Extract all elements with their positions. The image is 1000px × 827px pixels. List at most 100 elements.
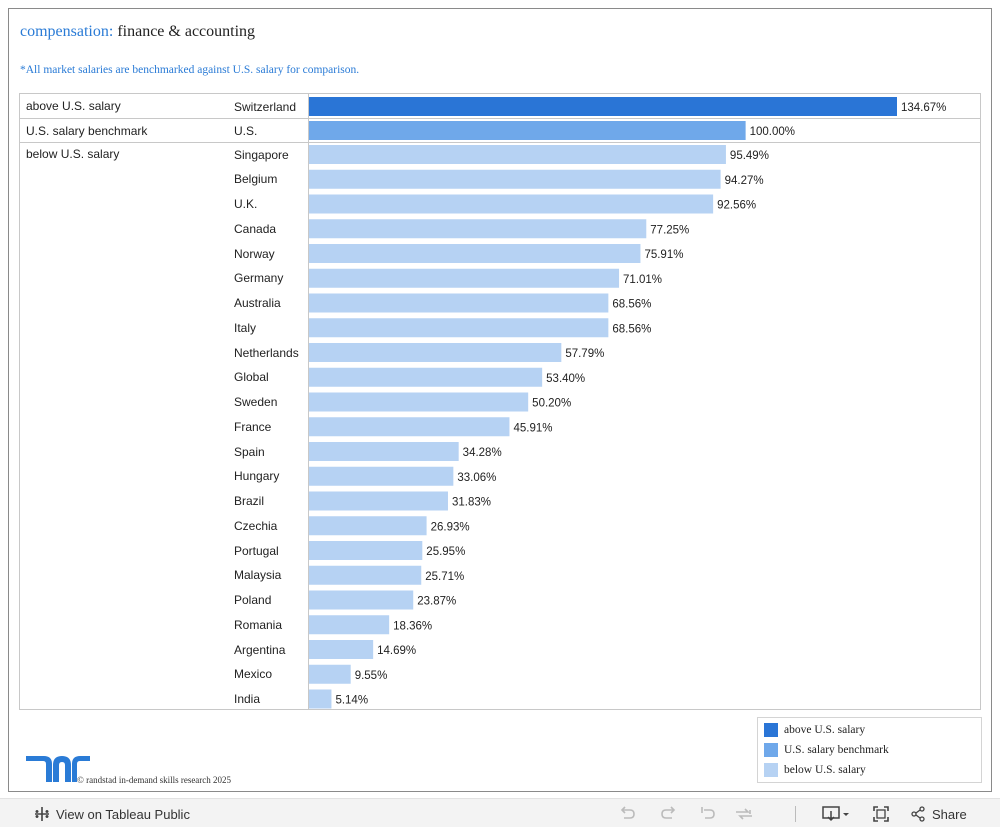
country-label: U.K. [234,197,258,211]
group-label-above: above U.S. salary [26,99,121,113]
share-label: Share [932,806,967,822]
bar-brazil[interactable] [309,491,448,511]
bar-canada[interactable] [309,219,647,239]
group-label-below: below U.S. salary [26,147,120,161]
bar-value-label: 94.27% [725,175,764,187]
country-label: Romania [234,617,283,632]
country-label: Czechia [234,518,278,533]
bar-mexico[interactable] [309,664,351,684]
country-label: Germany [234,271,284,286]
country-label: Mexico [234,667,273,682]
refresh-icon[interactable] [733,803,755,825]
country-label: Brazil [234,494,265,508]
country-label: Netherlands [234,345,299,360]
bar-value-label: 18.36% [393,620,432,632]
bar-value-label: 53.40% [546,373,585,385]
legend-swatch [764,763,778,777]
fullscreen-icon[interactable] [870,803,892,825]
bar-value-label: 100.00% [750,126,795,138]
country-label: Argentina [234,642,286,657]
bar-france[interactable] [309,417,510,437]
undo-icon[interactable] [617,803,639,825]
bar-value-label: 77.25% [650,224,689,236]
bar-global[interactable] [309,367,543,387]
country-label: Belgium [234,172,278,187]
bar-u-k[interactable] [309,194,714,214]
bar-argentina[interactable] [309,640,374,659]
bar-value-label: 31.83% [452,497,491,509]
bar-belgium[interactable] [309,169,721,189]
bar-australia[interactable] [309,293,609,313]
country-label: Canada [234,221,277,236]
tableau-logo-icon [35,807,49,821]
redo-icon[interactable] [657,803,679,825]
toolbar-divider [795,806,796,822]
randstad-logo [26,756,90,782]
share-icon [911,806,925,822]
row-divider [20,118,980,119]
bar-chart: 134.67% 100.00% 95.49% 94.27% 92.56% 77.25% 75… [309,97,946,709]
download-icon[interactable] [821,803,853,825]
bar-value-label: 92.56% [717,200,756,212]
bar-norway[interactable] [309,244,641,263]
country-label: Switzerland [234,99,297,114]
bar-portugal[interactable] [309,541,423,560]
country-label: Australia [234,296,281,310]
country-label: Spain [234,444,265,459]
color-legend: above U.S. salary U.S. salary benchmark … [757,717,982,783]
title-rest: finance & accounting [117,23,256,40]
view-on-tableau-label: View on Tableau Public [56,806,190,822]
bar-india[interactable] [309,689,332,709]
bar-value-label: 25.71% [425,571,464,583]
country-label: Norway [234,246,275,261]
country-label: Singapore [234,147,289,162]
bar-value-label: 14.69% [377,645,416,657]
country-label: Hungary [234,469,280,484]
bar-romania[interactable] [309,615,390,635]
bar-value-label: 5.14% [335,695,368,707]
bar-value-label: 75.91% [644,249,683,261]
bar-poland[interactable] [309,590,414,610]
bar-netherlands[interactable] [309,343,562,362]
bar-u-s[interactable] [309,121,746,140]
bar-value-label: 25.95% [426,546,465,558]
share-button[interactable]: Share [910,804,967,824]
tableau-toolbar: View on Tableau Public Share [0,798,1000,827]
bar-value-label: 134.67% [901,102,946,114]
country-label: France [234,419,272,434]
bar-value-label: 23.87% [417,596,456,608]
country-label: Portugal [234,543,279,558]
bar-value-label: 33.06% [457,472,496,484]
bar-sweden[interactable] [309,392,529,412]
bar-value-label: 68.56% [612,299,651,311]
bar-czechia[interactable] [309,516,427,536]
page-title: compensation: finance & accounting [20,23,255,41]
revert-icon[interactable] [697,803,719,825]
country-label: Italy [234,320,257,335]
bar-germany[interactable] [309,268,620,288]
title-accent: compensation: [20,23,114,40]
bar-malaysia[interactable] [309,565,422,585]
bar-italy[interactable] [309,318,609,338]
country-label: Malaysia [234,568,282,583]
bar-value-label: 45.91% [513,422,552,434]
bar-singapore[interactable] [309,145,726,164]
legend-label: above U.S. salary [784,724,866,736]
country-label: U.S. [234,123,258,138]
country-label: India [234,692,261,706]
legend-swatch [764,723,778,737]
bar-value-label: 71.01% [623,274,662,286]
bar-value-label: 50.20% [532,398,571,410]
bar-value-label: 68.56% [612,323,651,335]
bar-switzerland[interactable] [309,97,897,116]
view-on-tableau-link[interactable]: View on Tableau Public [34,805,190,823]
bar-value-label: 9.55% [355,670,388,682]
legend-swatch [764,743,778,757]
country-label: Sweden [234,395,278,409]
copyright-text: © randstad in-demand skills research 202… [77,775,232,785]
legend-label: U.S. salary benchmark [784,744,889,756]
country-label: Global [234,370,269,385]
bar-spain[interactable] [309,442,459,461]
legend-label: below U.S. salary [784,764,866,776]
bar-hungary[interactable] [309,466,454,486]
